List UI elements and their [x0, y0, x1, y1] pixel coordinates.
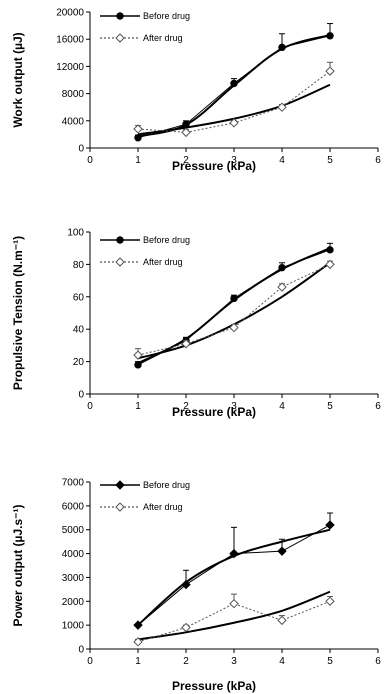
- y-tick-label: 16000: [56, 35, 84, 46]
- before-drug-point: [229, 548, 239, 559]
- legend-label: Before drug: [143, 480, 190, 490]
- after-drug-point: [133, 637, 143, 647]
- before-drug-point: [277, 546, 287, 556]
- legend-label: Before drug: [143, 11, 190, 21]
- after-drug-point: [181, 339, 191, 349]
- work-output-chart: 0 4000 8000 12000 16000 20000 0 1 2 3 4 5 6 Pressure …: [11, 8, 381, 174]
- before-drug-point: [326, 246, 334, 254]
- y-tick-label: 60: [73, 292, 85, 303]
- x-tick-label: 5: [327, 656, 333, 667]
- legend-label: After drug: [143, 257, 183, 267]
- x-tick-label: 3: [231, 656, 237, 667]
- y-tick-label: 3000: [62, 573, 85, 584]
- y-tick-label: 0: [78, 645, 84, 656]
- y-tick-label: 2000: [62, 597, 85, 608]
- x-tick-label: 6: [375, 656, 381, 667]
- legend-marker: [116, 12, 124, 20]
- before-drug-point: [230, 79, 238, 88]
- y-axis-label: Power output (µJ.s⁻¹): [11, 505, 25, 627]
- after-drug-point: [181, 127, 191, 138]
- legend-marker: [115, 33, 125, 43]
- propulsive-tension-chart: 0 20 40 60 80 100 0 1 2 3 4 5 6 Pressure (kPa) Propuls…: [11, 228, 381, 420]
- after-drug-point: [133, 124, 143, 134]
- y-tick-label: 8000: [62, 89, 85, 100]
- x-tick-label: 5: [327, 401, 333, 412]
- x-tick-label: 2: [183, 401, 189, 412]
- x-tick-label: 5: [327, 155, 333, 166]
- x-tick-label: 4: [279, 656, 285, 667]
- legend-marker: [115, 257, 125, 267]
- x-tick-label: 2: [183, 656, 189, 667]
- after-drug-point: [277, 615, 287, 626]
- y-tick-label: 4000: [62, 549, 85, 560]
- y-tick-label: 7000: [62, 478, 85, 489]
- x-tick-label: 6: [375, 401, 381, 412]
- y-tick-label: 5000: [62, 525, 85, 536]
- y-tick-label: 40: [73, 325, 85, 336]
- legend-label: Before drug: [143, 235, 190, 245]
- after-drug-point: [229, 322, 239, 333]
- y-tick-label: 80: [73, 260, 85, 271]
- x-axis-label: Pressure (kPa): [172, 405, 256, 419]
- y-tick-label: 20000: [56, 8, 84, 19]
- x-tick-label: 6: [375, 155, 381, 166]
- x-tick-label: 3: [231, 401, 237, 412]
- x-tick-label: 1: [135, 401, 141, 412]
- after-drug-fit-curve: [137, 261, 331, 360]
- after-drug-point: [181, 622, 191, 633]
- after-drug-point: [325, 66, 335, 76]
- after-drug-point: [133, 350, 143, 360]
- y-tick-label: 20: [73, 357, 85, 368]
- before-drug-point: [230, 294, 238, 303]
- y-axis-label: Work output (µJ): [11, 32, 25, 127]
- after-drug-point: [325, 259, 335, 270]
- y-tick-label: 1000: [62, 621, 85, 632]
- before-drug-point: [326, 32, 334, 40]
- y-tick-label: 0: [78, 144, 84, 155]
- x-tick-label: 1: [135, 155, 141, 166]
- after-drug-point: [325, 596, 335, 606]
- x-tick-label: 4: [279, 401, 285, 412]
- before-drug-point: [181, 579, 191, 590]
- before-drug-point: [325, 520, 335, 530]
- y-tick-label: 100: [67, 228, 84, 239]
- y-tick-label: 12000: [56, 62, 84, 73]
- x-axis-label: Pressure (kPa): [172, 159, 256, 173]
- y-tick-label: 0: [78, 390, 84, 401]
- y-axis-label: Propulsive Tension (N.m⁻¹): [11, 236, 25, 390]
- before-drug-point: [133, 620, 143, 630]
- legend-label: After drug: [143, 502, 183, 512]
- legend-marker: [116, 236, 124, 244]
- legend-marker: [115, 502, 125, 512]
- before-drug-point: [134, 361, 142, 369]
- power-output-chart: 0 1000 2000 3000 4000 5000 6000 7000 0 1 2 3 4 5 6 Pres…: [11, 478, 381, 694]
- after-drug-line: [137, 263, 331, 356]
- y-tick-label: 6000: [62, 501, 85, 512]
- x-tick-label: 4: [279, 155, 285, 166]
- after-drug-point: [277, 102, 287, 112]
- after-drug-point: [229, 118, 239, 128]
- x-tick-label: 2: [183, 155, 189, 166]
- legend-label: After drug: [143, 33, 183, 43]
- x-tick-label: 1: [135, 656, 141, 667]
- before-drug-point: [278, 43, 286, 52]
- x-axis-label: Pressure (kPa): [172, 679, 256, 693]
- before-drug-line: [137, 249, 331, 366]
- after-drug-point: [277, 282, 287, 292]
- after-drug-line: [137, 600, 331, 643]
- after-drug-fit-curve: [137, 590, 331, 641]
- before-drug-point: [134, 134, 142, 142]
- after-drug-point: [229, 598, 239, 609]
- y-tick-label: 4000: [62, 116, 85, 127]
- x-tick-label: 3: [231, 155, 237, 166]
- legend-marker: [115, 480, 125, 490]
- x-tick-label: 0: [87, 656, 93, 667]
- x-tick-label: 0: [87, 401, 93, 412]
- before-drug-point: [278, 263, 286, 272]
- x-tick-label: 0: [87, 155, 93, 166]
